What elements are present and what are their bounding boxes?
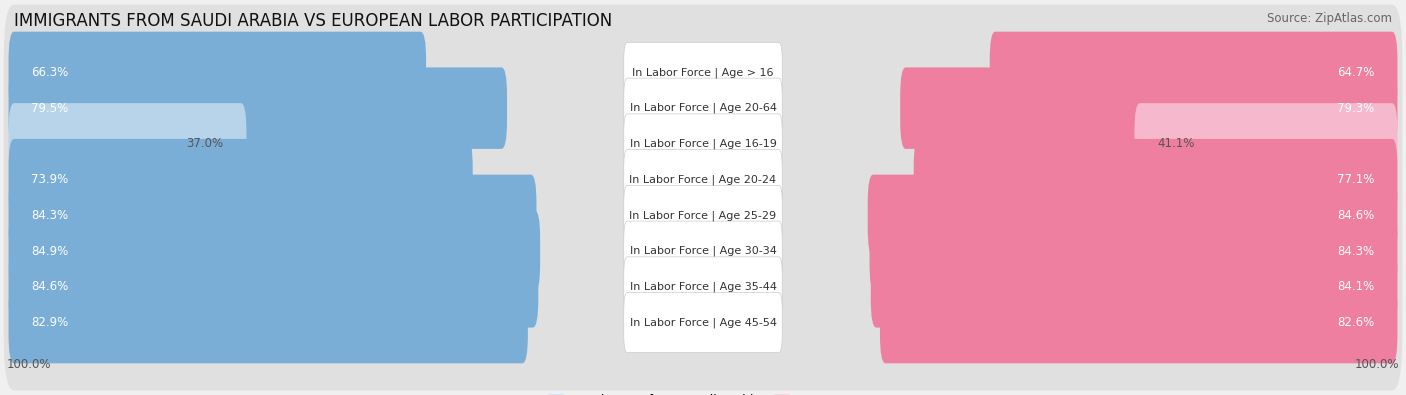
Text: In Labor Force | Age > 16: In Labor Force | Age > 16 (633, 67, 773, 78)
FancyBboxPatch shape (880, 282, 1398, 363)
FancyBboxPatch shape (990, 32, 1398, 113)
Legend: Immigrants from Saudi Arabia, European: Immigrants from Saudi Arabia, European (548, 394, 858, 395)
FancyBboxPatch shape (4, 255, 1402, 391)
Text: 100.0%: 100.0% (1354, 358, 1399, 371)
FancyBboxPatch shape (8, 68, 508, 149)
FancyBboxPatch shape (1135, 103, 1398, 184)
FancyBboxPatch shape (624, 293, 782, 353)
Text: IMMIGRANTS FROM SAUDI ARABIA VS EUROPEAN LABOR PARTICIPATION: IMMIGRANTS FROM SAUDI ARABIA VS EUROPEAN… (14, 12, 612, 30)
FancyBboxPatch shape (4, 219, 1402, 355)
Text: 84.6%: 84.6% (31, 280, 69, 293)
FancyBboxPatch shape (624, 78, 782, 138)
FancyBboxPatch shape (8, 246, 538, 327)
FancyBboxPatch shape (8, 211, 540, 292)
Text: 84.1%: 84.1% (1337, 280, 1375, 293)
FancyBboxPatch shape (8, 103, 246, 184)
FancyBboxPatch shape (4, 112, 1402, 248)
FancyBboxPatch shape (4, 76, 1402, 212)
Text: 79.3%: 79.3% (1337, 102, 1375, 115)
Text: 100.0%: 100.0% (7, 358, 52, 371)
Text: 82.9%: 82.9% (31, 316, 69, 329)
Text: 66.3%: 66.3% (31, 66, 69, 79)
FancyBboxPatch shape (4, 183, 1402, 319)
Text: 82.6%: 82.6% (1337, 316, 1375, 329)
Text: 64.7%: 64.7% (1337, 66, 1375, 79)
FancyBboxPatch shape (624, 185, 782, 245)
FancyBboxPatch shape (8, 175, 537, 256)
FancyBboxPatch shape (8, 282, 527, 363)
Text: 84.6%: 84.6% (1337, 209, 1375, 222)
FancyBboxPatch shape (8, 139, 472, 220)
FancyBboxPatch shape (4, 4, 1402, 140)
Text: 41.1%: 41.1% (1157, 137, 1195, 150)
Text: 84.9%: 84.9% (31, 245, 69, 258)
FancyBboxPatch shape (624, 42, 782, 102)
Text: In Labor Force | Age 35-44: In Labor Force | Age 35-44 (630, 282, 776, 292)
Text: In Labor Force | Age 20-64: In Labor Force | Age 20-64 (630, 103, 776, 113)
Text: In Labor Force | Age 45-54: In Labor Force | Age 45-54 (630, 317, 776, 328)
Text: 84.3%: 84.3% (1337, 245, 1375, 258)
Text: 77.1%: 77.1% (1337, 173, 1375, 186)
FancyBboxPatch shape (8, 32, 426, 113)
Text: 73.9%: 73.9% (31, 173, 69, 186)
Text: 37.0%: 37.0% (187, 137, 224, 150)
FancyBboxPatch shape (914, 139, 1398, 220)
Text: Source: ZipAtlas.com: Source: ZipAtlas.com (1267, 12, 1392, 25)
Text: In Labor Force | Age 20-24: In Labor Force | Age 20-24 (630, 174, 776, 185)
FancyBboxPatch shape (900, 68, 1398, 149)
FancyBboxPatch shape (624, 257, 782, 317)
Text: In Labor Force | Age 30-34: In Labor Force | Age 30-34 (630, 246, 776, 256)
FancyBboxPatch shape (868, 175, 1398, 256)
FancyBboxPatch shape (624, 150, 782, 210)
FancyBboxPatch shape (624, 221, 782, 281)
FancyBboxPatch shape (4, 40, 1402, 176)
FancyBboxPatch shape (624, 114, 782, 174)
FancyBboxPatch shape (4, 147, 1402, 283)
Text: 84.3%: 84.3% (31, 209, 69, 222)
FancyBboxPatch shape (869, 211, 1398, 292)
FancyBboxPatch shape (870, 246, 1398, 327)
Text: 79.5%: 79.5% (31, 102, 69, 115)
Text: In Labor Force | Age 16-19: In Labor Force | Age 16-19 (630, 139, 776, 149)
Text: In Labor Force | Age 25-29: In Labor Force | Age 25-29 (630, 210, 776, 221)
